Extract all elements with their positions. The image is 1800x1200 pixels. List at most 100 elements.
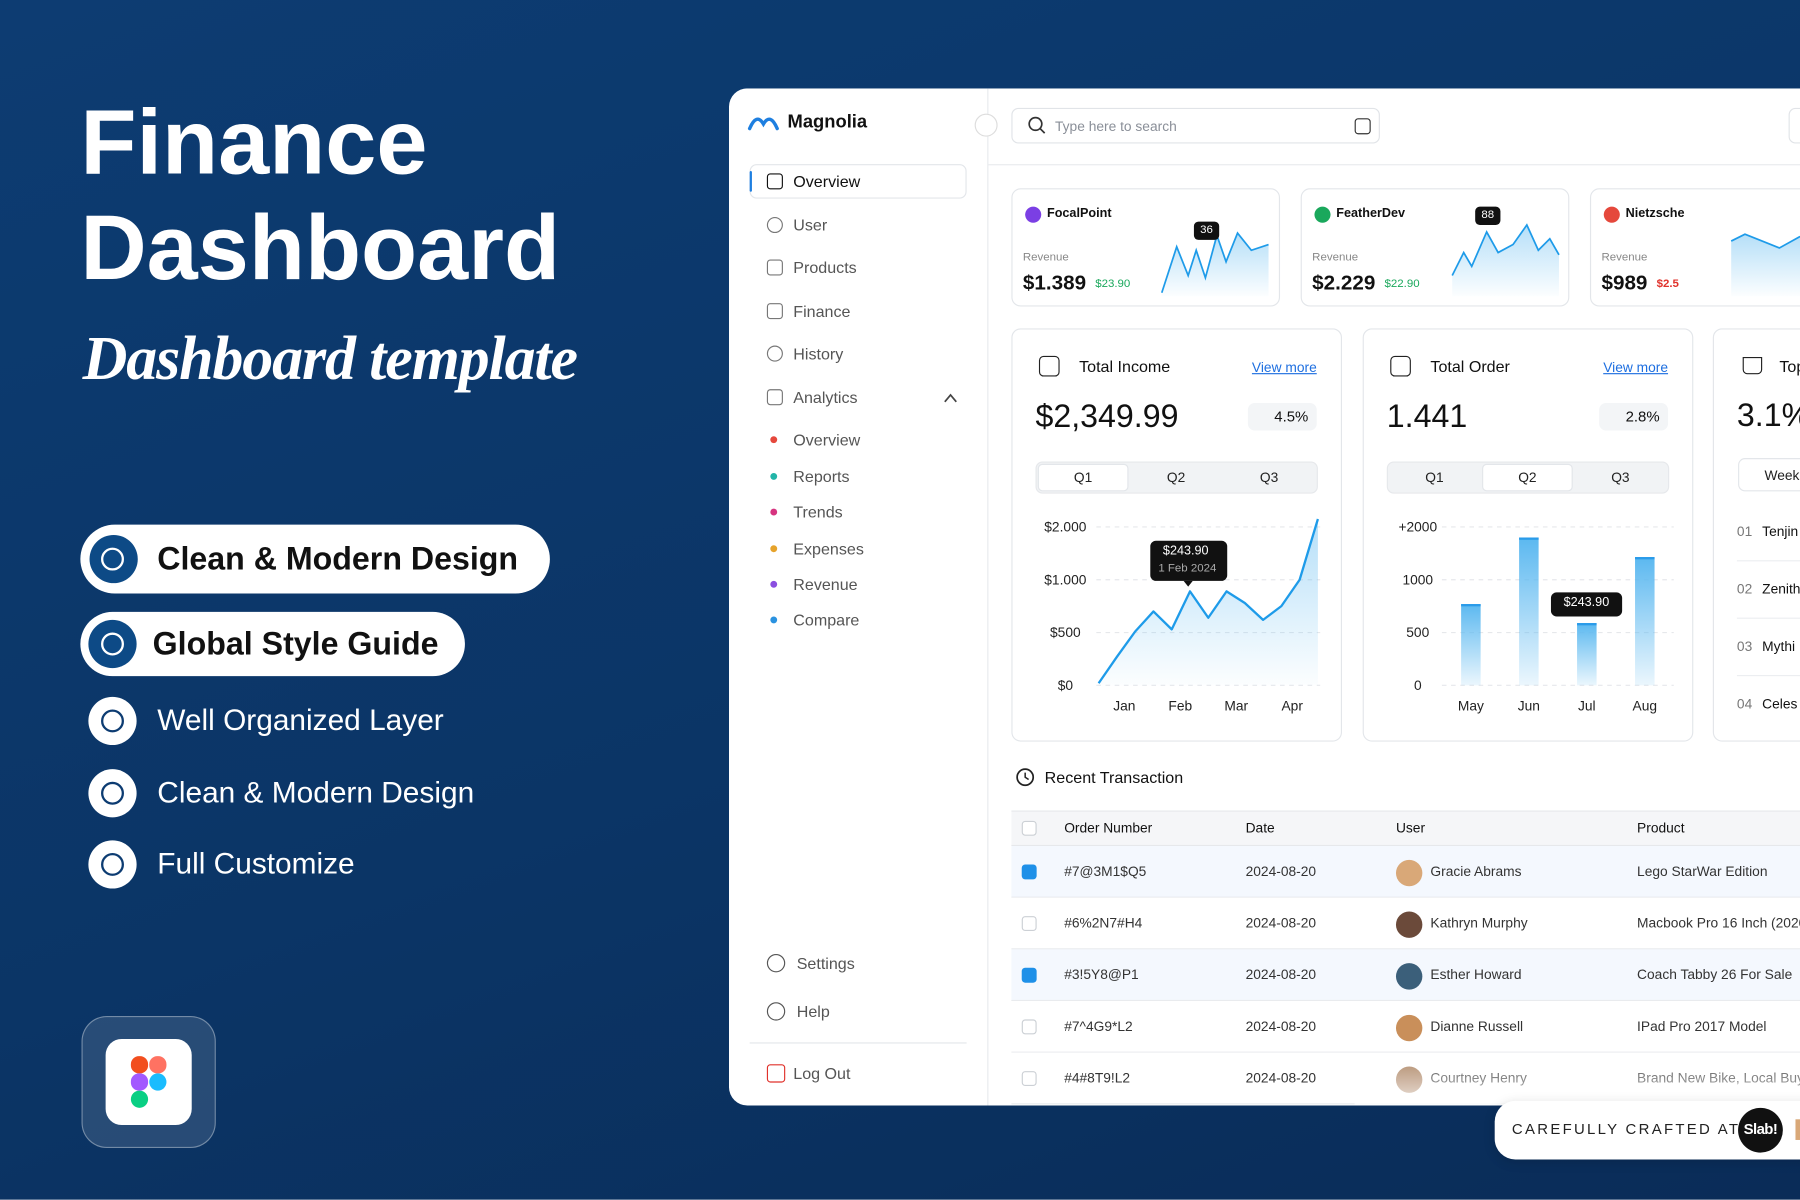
column-header[interactable]: Order Number bbox=[1064, 819, 1153, 836]
rank: 04 bbox=[1736, 695, 1753, 712]
stat-icon bbox=[1742, 357, 1763, 375]
brand: Magnolia bbox=[787, 112, 868, 133]
figma-shape bbox=[130, 1056, 149, 1074]
tab[interactable]: Q1 bbox=[1073, 469, 1093, 486]
feature-icon-glyph bbox=[101, 852, 124, 876]
y-tick-label: $0 bbox=[1058, 678, 1074, 693]
tooltip-pointer bbox=[1183, 580, 1193, 587]
nav-item[interactable]: User bbox=[793, 215, 828, 234]
x-tick-label: Jun bbox=[1518, 699, 1540, 714]
tab[interactable]: Q2 bbox=[1166, 469, 1186, 486]
x-tick-label: May bbox=[1458, 699, 1484, 714]
nav-item[interactable]: Analytics bbox=[793, 387, 858, 406]
nav-icon bbox=[766, 345, 783, 362]
stat-card bbox=[1362, 328, 1694, 742]
tab-group bbox=[1738, 458, 1800, 492]
line bbox=[1097, 518, 1320, 684]
bar bbox=[1519, 537, 1539, 686]
tab[interactable]: Week bbox=[1764, 467, 1800, 484]
hero-title: Finance bbox=[80, 90, 428, 193]
bar bbox=[1635, 557, 1655, 686]
tab[interactable]: Q1 bbox=[1425, 469, 1444, 486]
order-number: #3!5Y8@P1 bbox=[1064, 966, 1139, 984]
nav-icon bbox=[766, 389, 783, 406]
column-header[interactable]: User bbox=[1395, 819, 1426, 836]
x-tick-label: Apr bbox=[1282, 699, 1304, 714]
view-more-link[interactable]: View more bbox=[1603, 359, 1669, 376]
nav-icon bbox=[766, 173, 783, 190]
order-date: 2024-08-20 bbox=[1245, 1070, 1317, 1087]
nav-active-bar bbox=[749, 171, 752, 192]
stat-card bbox=[1011, 328, 1343, 742]
y-tick-label: 500 bbox=[1406, 625, 1429, 640]
tab[interactable]: Q3 bbox=[1611, 469, 1630, 486]
sub-nav-item[interactable]: Reports bbox=[793, 466, 850, 486]
figma-shape bbox=[149, 1073, 167, 1091]
sub-nav-item[interactable]: Compare bbox=[793, 610, 860, 629]
sparkline-badge bbox=[1475, 206, 1501, 226]
checkbox[interactable] bbox=[1021, 1018, 1037, 1034]
x-tick-label: Jan bbox=[1113, 699, 1135, 714]
y-tick-label: $1.000 bbox=[1044, 572, 1086, 587]
figma-shape bbox=[130, 1090, 149, 1108]
company-logo bbox=[1603, 206, 1620, 223]
crafted-text: CAREFULLY CRAFTED AT bbox=[1511, 1120, 1741, 1138]
tab[interactable]: Q2 bbox=[1518, 469, 1537, 486]
checkbox[interactable] bbox=[1021, 915, 1037, 931]
sub-nav-item[interactable]: Trends bbox=[793, 502, 843, 521]
search-icon bbox=[1039, 127, 1046, 134]
revenue-value: $1.389 bbox=[1022, 271, 1087, 295]
column-header[interactable]: Product bbox=[1637, 819, 1685, 836]
stat-value: 1.441 bbox=[1386, 398, 1468, 435]
tab-selected bbox=[1037, 463, 1129, 492]
nav-icon bbox=[766, 1064, 786, 1083]
top-name: Tenjin bbox=[1762, 523, 1799, 540]
sub-nav-item[interactable]: Overview bbox=[793, 430, 861, 449]
footer-nav-item[interactable]: Help bbox=[796, 1001, 830, 1021]
badge-accent bbox=[1795, 1119, 1800, 1140]
sparkline bbox=[1730, 233, 1800, 249]
company-card bbox=[1300, 188, 1570, 307]
nav-item[interactable]: Overview bbox=[793, 171, 861, 191]
rank: 03 bbox=[1736, 638, 1753, 655]
column-header[interactable]: Date bbox=[1245, 819, 1275, 836]
avatar bbox=[1395, 962, 1423, 990]
nav-dot bbox=[770, 545, 778, 553]
bar-cap bbox=[1461, 604, 1481, 607]
x-tick-label: Jul bbox=[1578, 699, 1596, 714]
checkbox[interactable] bbox=[1021, 1070, 1037, 1086]
checkbox bbox=[1021, 820, 1037, 836]
sub-nav-item[interactable]: Revenue bbox=[793, 574, 858, 594]
order-number: #7@3M1$Q5 bbox=[1064, 863, 1147, 880]
footer-nav-item[interactable]: Log Out bbox=[793, 1063, 851, 1083]
checkbox[interactable] bbox=[1021, 967, 1037, 983]
nav-item[interactable]: Products bbox=[793, 257, 857, 277]
bar bbox=[1577, 623, 1597, 686]
nav-item[interactable]: History bbox=[793, 343, 844, 363]
checkbox[interactable] bbox=[1021, 863, 1037, 879]
nav-icon bbox=[766, 1002, 786, 1021]
change-pill bbox=[1599, 402, 1669, 431]
header-button bbox=[1788, 107, 1800, 144]
user-name: Kathryn Murphy bbox=[1430, 915, 1528, 932]
user-name: Gracie Abrams bbox=[1430, 863, 1522, 880]
footer-nav-item[interactable]: Settings bbox=[796, 953, 855, 972]
company-logo bbox=[1025, 206, 1042, 223]
figma-shape bbox=[149, 1056, 167, 1074]
user-name: Esther Howard bbox=[1430, 966, 1522, 984]
sparkline-badge-text: 36 bbox=[1200, 223, 1213, 237]
stat-change: 4.5% bbox=[1274, 407, 1309, 425]
search-box[interactable] bbox=[1011, 107, 1380, 144]
sub-nav-item[interactable]: Expenses bbox=[793, 539, 864, 558]
order-number: #7^4G9*L2 bbox=[1064, 1018, 1133, 1035]
tab-selected bbox=[1482, 463, 1573, 492]
tab[interactable]: Q3 bbox=[1259, 469, 1279, 486]
view-more-link[interactable]: View more bbox=[1251, 359, 1317, 376]
revenue-label: Revenue bbox=[1601, 251, 1648, 265]
nav-icon bbox=[766, 303, 783, 320]
nav-item[interactable]: Finance bbox=[793, 301, 851, 320]
feature-text: Global Style Guide bbox=[152, 625, 439, 662]
clock-icon bbox=[1016, 768, 1035, 787]
